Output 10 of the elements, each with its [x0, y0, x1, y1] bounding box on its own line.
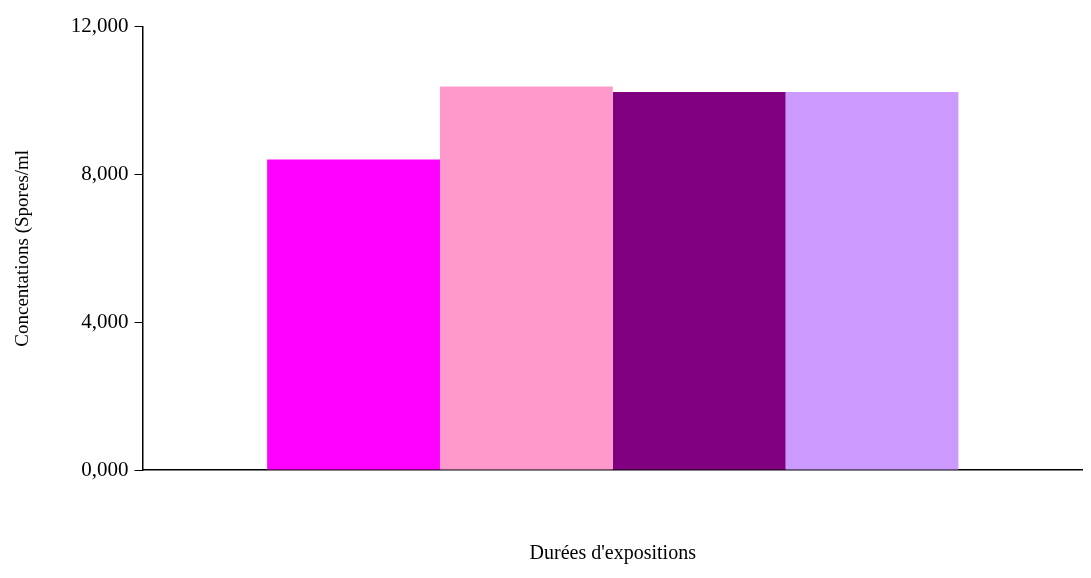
bar: [439, 86, 613, 470]
bar: [267, 159, 440, 470]
y-tick-label: 12,000: [70, 13, 129, 38]
bar: [785, 92, 959, 470]
y-tick-label: 0,000: [81, 456, 129, 481]
y-tick-label: 8,000: [81, 160, 129, 185]
bar: [612, 92, 786, 470]
x-axis-title: Durées d'expositions: [529, 541, 697, 565]
y-tick-label: 4,000: [81, 308, 129, 333]
y-axis-title: Concentations (Spores/ml: [11, 149, 34, 347]
